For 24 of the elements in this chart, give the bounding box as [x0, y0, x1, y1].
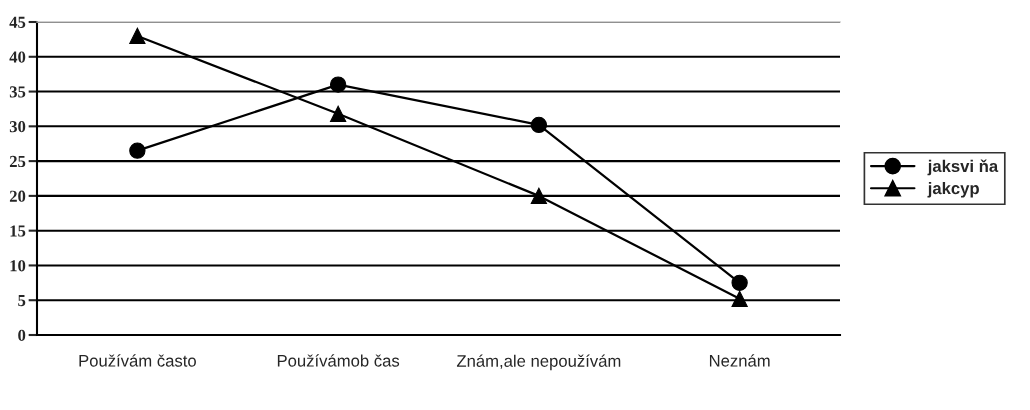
point — [129, 142, 146, 159]
legend-label: jaksvi ňa — [927, 159, 999, 176]
x-tick-label: Používám často — [79, 354, 196, 367]
legend-label: jakcyp — [927, 182, 979, 198]
y-tick-label: 30 — [9, 121, 26, 133]
y-tick-label: 35 — [9, 86, 26, 98]
y-tick-label: 20 — [9, 190, 26, 202]
point — [731, 290, 748, 307]
point — [129, 27, 146, 45]
y-tick-label: 10 — [10, 260, 26, 272]
point — [329, 105, 347, 122]
y-tick-label: 15 — [10, 225, 26, 237]
y-tick-label: 45 — [9, 16, 26, 28]
point — [731, 274, 748, 291]
point — [530, 116, 548, 134]
x-tick-label: Používámob čas — [277, 354, 400, 367]
y-tick-label: 5 — [18, 295, 26, 307]
y-tick-label: 40 — [9, 51, 26, 63]
point — [530, 187, 548, 205]
x-tick-label: Znám,ale nepoužívám — [456, 354, 621, 371]
x-tick-label: Neznám — [709, 354, 770, 367]
point — [329, 76, 347, 93]
y-tick-label: 25 — [9, 155, 26, 168]
y-tick-label: 0 — [18, 329, 26, 341]
